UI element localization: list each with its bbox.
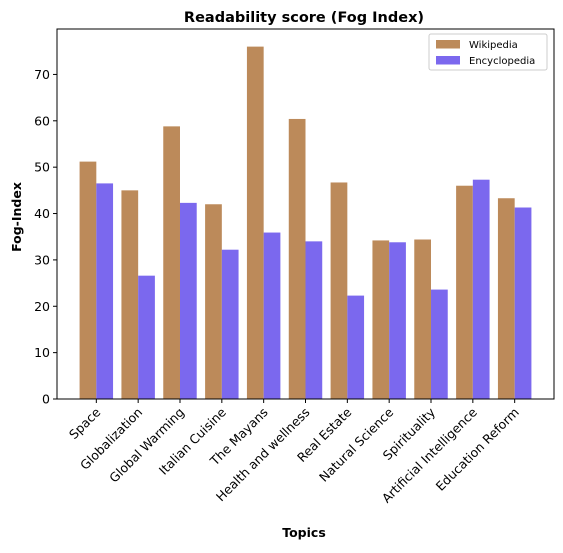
bar-encyclopedia (263, 232, 281, 399)
chart-title: Readability score (Fog Index) (184, 10, 424, 26)
bar-encyclopedia (431, 289, 448, 399)
bar-encyclopedia (221, 249, 239, 399)
bar-encyclopedia (179, 202, 197, 399)
bar-wikipedia (79, 161, 97, 399)
y-tick-label: 20 (34, 299, 50, 314)
y-tick-label: 10 (34, 345, 50, 360)
bar-wikipedia (456, 185, 473, 399)
legend-swatch-encyclopedia (436, 56, 460, 65)
bar-wikipedia (205, 204, 222, 399)
x-tick-label: Global Warming (106, 405, 187, 486)
bar-wikipedia (163, 126, 180, 400)
bars-layer (79, 46, 532, 400)
bar-wikipedia (121, 190, 139, 399)
bar-wikipedia (497, 198, 515, 399)
bar-encyclopedia (305, 241, 323, 399)
y-axis-label: Fog-Index (9, 182, 24, 252)
bar-encyclopedia (347, 295, 365, 399)
y-axis: 0 10 20 30 40 50 60 70 (34, 67, 57, 407)
legend-label-wikipedia: Wikipedia (469, 40, 518, 51)
bar-wikipedia (330, 182, 348, 399)
bar-wikipedia (372, 240, 390, 399)
x-tick-label: Natural Science (316, 404, 397, 485)
y-tick-label: 70 (34, 67, 50, 82)
bar-wikipedia (414, 239, 431, 399)
y-tick-label: 30 (34, 252, 50, 267)
x-tick-label: Space (66, 404, 104, 442)
x-tick-label: Education Reform (433, 405, 522, 494)
legend-label-encyclopedia: Encyclopedia (469, 56, 535, 67)
bar-wikipedia (246, 46, 264, 400)
y-tick-label: 40 (34, 206, 50, 221)
legend: Wikipedia Encyclopedia (428, 33, 548, 71)
y-tick-label: 60 (34, 113, 50, 128)
bar-encyclopedia (96, 183, 114, 399)
bar-encyclopedia (514, 207, 532, 399)
bar-encyclopedia (472, 179, 490, 399)
bar-encyclopedia (389, 242, 406, 399)
bar-wikipedia (288, 118, 306, 399)
y-tick-label: 50 (34, 160, 50, 175)
x-axis-label: Topics (282, 525, 326, 540)
legend-swatch-wikipedia (436, 40, 460, 49)
y-tick-label: 0 (42, 392, 50, 407)
bar-encyclopedia (138, 275, 155, 399)
